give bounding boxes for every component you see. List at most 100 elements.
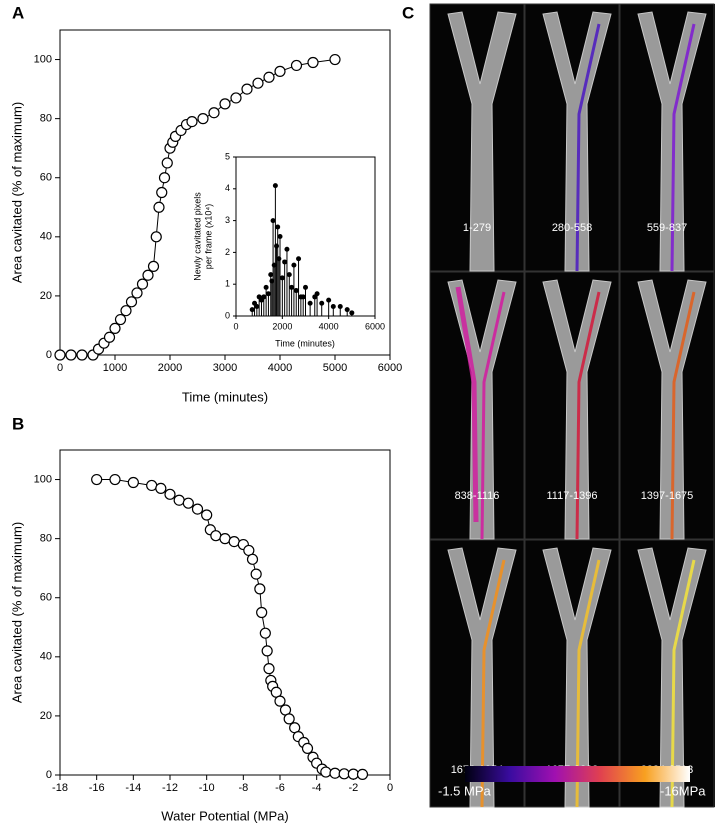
stem-image — [447, 279, 517, 540]
stem-head — [289, 284, 295, 290]
stem-head — [282, 259, 288, 265]
data-point — [250, 568, 262, 580]
stem-image — [447, 11, 517, 272]
image-label: 1-279 — [463, 222, 491, 234]
data-point — [125, 296, 138, 308]
stem-head — [326, 297, 332, 303]
data-point — [230, 92, 242, 104]
y-tick-label: 100 — [34, 53, 52, 65]
x-tick-label: 4000 — [268, 362, 292, 374]
stem-head — [261, 294, 267, 300]
panel-label: B — [12, 414, 24, 433]
plot-frame — [59, 449, 391, 776]
stem-head — [272, 183, 278, 189]
data-point — [329, 53, 341, 66]
stem-head — [307, 300, 313, 306]
data-point — [261, 645, 273, 657]
y-tick-label: 3 — [225, 215, 230, 225]
x-tick-label: 2000 — [158, 362, 182, 374]
embolism-overlay — [480, 291, 506, 540]
data-point — [109, 322, 121, 335]
data-point — [131, 287, 143, 299]
data-point — [173, 494, 185, 506]
data-point — [290, 59, 303, 72]
x-tick-label: -14 — [125, 782, 141, 794]
data-point — [161, 157, 173, 169]
image-label: 1117-1396 — [547, 490, 598, 502]
x-axis-label: Water Potential (MPa) — [161, 808, 288, 823]
data-point — [356, 768, 369, 781]
y-tick-label: 20 — [40, 290, 52, 302]
data-point — [109, 473, 121, 486]
data-point — [263, 663, 275, 675]
image-label: 838-1116 — [455, 490, 500, 502]
panel-label: C — [402, 3, 414, 22]
x-tick-label: 4000 — [319, 321, 339, 331]
data-point — [146, 479, 158, 492]
data-point — [241, 83, 253, 95]
stem-head — [265, 291, 271, 297]
data-point — [228, 535, 240, 548]
y-tick-label: 1 — [225, 279, 230, 289]
embolism-overlay — [575, 291, 601, 540]
embolism-overlay — [480, 559, 506, 808]
data-point — [246, 553, 259, 565]
y-tick-label: 60 — [40, 592, 52, 604]
x-tick-label: -12 — [162, 782, 178, 794]
y-axis-label: Area cavitated (% of maximum) — [9, 522, 24, 703]
stem-head — [337, 303, 343, 309]
stem-head — [269, 278, 275, 284]
stem-image — [637, 11, 707, 272]
stem-head — [344, 307, 350, 313]
x-tick-label: -4 — [312, 782, 322, 794]
data-point — [307, 56, 319, 69]
stem-head — [271, 262, 277, 268]
colorbar-label: -16MPa — [660, 783, 706, 798]
data-point — [127, 476, 139, 489]
data-point — [219, 98, 231, 110]
data-point — [301, 742, 314, 755]
stem-head — [284, 246, 290, 252]
stem-head — [275, 224, 281, 230]
data-point — [274, 65, 286, 77]
data-point — [54, 349, 66, 361]
data-point — [136, 278, 149, 290]
data-point — [329, 767, 341, 779]
y-tick-label: 4 — [225, 183, 230, 193]
stem-head — [249, 307, 255, 313]
y-tick-label: 0 — [46, 769, 52, 781]
data-point — [191, 503, 204, 515]
data-point — [91, 473, 103, 486]
y-tick-label: 0 — [46, 349, 52, 361]
data-point — [114, 313, 127, 326]
image-label: 559-837 — [647, 222, 687, 234]
stem-head — [276, 256, 282, 262]
data-point — [347, 768, 359, 780]
y-tick-label: 60 — [40, 172, 52, 184]
data-point — [147, 260, 160, 272]
data-point — [156, 186, 168, 199]
stem-head — [293, 288, 299, 294]
data-point — [186, 115, 198, 128]
x-tick-label: 0 — [387, 782, 393, 794]
y-axis-label: Newly cavitated pixels — [192, 192, 202, 281]
stem-head — [296, 256, 302, 262]
data-point — [153, 201, 165, 213]
data-point — [65, 349, 77, 361]
stem-head — [279, 275, 285, 281]
x-axis-label: Time (minutes) — [275, 338, 335, 348]
stem-image — [542, 11, 612, 272]
embolism-overlay — [575, 23, 601, 272]
y-tick-label: 0 — [225, 310, 230, 320]
x-axis-label: Time (minutes) — [182, 389, 268, 404]
embolism-overlay — [670, 23, 696, 272]
embolism-overlay — [670, 559, 696, 808]
data-point — [164, 488, 176, 500]
x-tick-label: -2 — [348, 782, 358, 794]
stem-image — [447, 547, 517, 808]
y-tick-label: 40 — [40, 651, 52, 663]
x-tick-label: -18 — [52, 782, 68, 794]
data-point — [158, 172, 171, 184]
colorbar-label: -1.5 MPa — [438, 783, 492, 798]
